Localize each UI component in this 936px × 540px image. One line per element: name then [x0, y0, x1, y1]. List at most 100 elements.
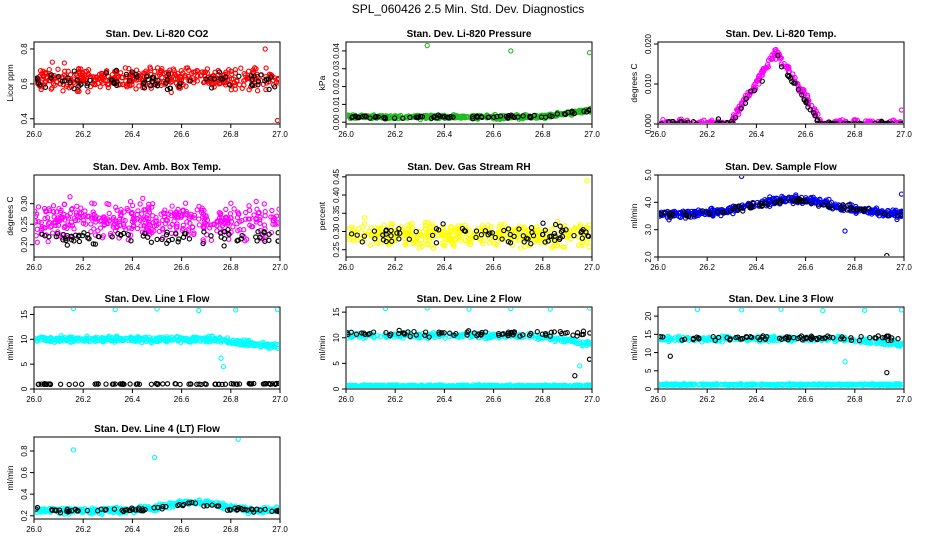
x-tick-label: 27.0 — [896, 395, 912, 404]
y-tick-label: 0.03 — [332, 60, 341, 76]
data-point — [392, 112, 398, 119]
data-point — [126, 66, 132, 72]
data-point — [272, 221, 278, 227]
data-point — [495, 230, 501, 236]
x-tick-label: 26.6 — [798, 130, 814, 139]
data-point — [885, 120, 891, 123]
data-points — [35, 194, 279, 249]
data-point — [446, 231, 452, 238]
data-point — [241, 78, 247, 84]
data-point — [219, 381, 225, 388]
data-point — [136, 338, 142, 344]
data-point — [238, 342, 245, 348]
data-point — [552, 221, 559, 228]
data-point — [350, 114, 356, 120]
data-point — [580, 328, 587, 334]
data-point — [263, 65, 269, 71]
data-point — [394, 230, 400, 236]
data-point — [276, 206, 279, 212]
data-point — [737, 381, 743, 387]
x-tick-label: 26.4 — [437, 263, 453, 272]
data-point — [55, 222, 62, 228]
data-point — [433, 240, 440, 246]
data-point — [84, 213, 91, 220]
data-point — [222, 381, 229, 387]
data-point — [263, 86, 269, 93]
data-point — [425, 219, 431, 225]
data-point — [218, 75, 224, 82]
outlier-point — [274, 117, 279, 123]
data-point — [869, 381, 875, 387]
data-point — [535, 227, 541, 233]
data-point — [579, 235, 585, 241]
data-point — [85, 89, 91, 95]
data-point — [137, 217, 144, 224]
data-point — [407, 333, 413, 340]
x-tick-label: 26.4 — [437, 130, 453, 139]
data-point — [266, 231, 272, 237]
data-point — [525, 236, 531, 242]
data-point — [246, 340, 253, 347]
data-point — [666, 120, 672, 123]
data-point — [75, 338, 82, 344]
data-point — [231, 79, 238, 86]
panel-title: Stan. Dev. Sample Flow — [725, 162, 837, 173]
y-tick-label: 15 — [644, 329, 653, 338]
data-point — [236, 381, 243, 387]
data-point — [276, 80, 279, 86]
data-point — [221, 243, 227, 249]
data-point — [201, 207, 207, 214]
x-tick-label: 26.2 — [699, 395, 715, 404]
data-point — [678, 118, 684, 123]
outlier-point — [586, 356, 591, 362]
data-point — [228, 68, 234, 74]
outlier-point — [842, 228, 848, 234]
x-tick-label: 26.4 — [125, 395, 141, 404]
data-point — [486, 114, 492, 120]
data-point — [439, 232, 445, 238]
data-point — [537, 113, 543, 119]
data-point — [134, 211, 140, 218]
series-instrument-A — [659, 176, 903, 234]
data-point — [883, 120, 889, 123]
data-point — [877, 120, 883, 123]
x-tick-label: 26.4 — [749, 263, 765, 272]
data-point — [182, 200, 189, 206]
panel-title: Stan. Dev. Gas Stream RH — [407, 162, 530, 173]
data-point — [881, 211, 888, 217]
data-point — [530, 232, 537, 239]
data-point — [109, 381, 116, 387]
data-point — [396, 236, 402, 242]
data-point — [415, 114, 421, 121]
data-point — [555, 336, 561, 342]
data-point — [860, 208, 867, 214]
data-point — [893, 382, 899, 388]
data-point — [108, 232, 114, 239]
data-point — [858, 121, 864, 123]
data-point — [818, 120, 824, 123]
data-point — [128, 238, 134, 244]
data-point — [464, 329, 470, 335]
data-point — [133, 71, 139, 78]
data-point — [226, 236, 232, 242]
data-point — [820, 202, 827, 208]
series-instrument-A — [659, 380, 903, 388]
data-point — [201, 69, 207, 76]
data-point — [381, 222, 387, 228]
data-point — [231, 381, 237, 387]
data-point — [263, 381, 269, 387]
data-point — [223, 69, 229, 75]
data-point — [105, 84, 111, 91]
data-point — [764, 62, 771, 68]
data-point — [167, 85, 174, 91]
data-point — [90, 241, 96, 247]
data-point — [482, 228, 489, 234]
data-point — [95, 381, 101, 387]
data-point — [418, 240, 424, 246]
data-point — [128, 210, 135, 217]
data-point — [511, 233, 517, 240]
data-point — [113, 67, 120, 74]
outlier-point — [112, 308, 118, 313]
